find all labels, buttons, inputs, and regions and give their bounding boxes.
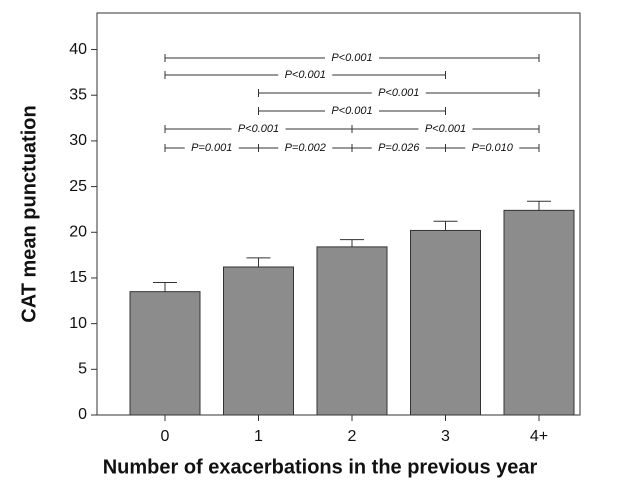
bracket-label-bg (278, 141, 333, 155)
y-tick-label: 40 (69, 41, 87, 58)
y-tick-label: 35 (69, 86, 87, 103)
bracket-label-bg (231, 122, 286, 136)
bar (503, 209, 575, 416)
x-tick-label: 0 (161, 428, 170, 445)
y-tick-label: 30 (69, 132, 87, 149)
y-tick-label: 25 (69, 178, 87, 195)
bracket-label-bg (278, 68, 333, 82)
bar (223, 266, 294, 416)
bracket-label-bg (184, 141, 239, 155)
bracket-label-bg (465, 141, 520, 155)
y-axis-title: CAT mean punctuation (18, 105, 40, 322)
bracket-label: P<0.001 (331, 52, 372, 64)
y-tick-label: 10 (69, 315, 87, 332)
bracket-label: P=0.026 (378, 142, 420, 154)
bracket-label: P=0.010 (472, 142, 514, 154)
y-tick-label: 20 (69, 223, 87, 240)
x-axis-title: Number of exacerbations in the previous … (103, 456, 538, 478)
y-tick-label: 5 (78, 361, 87, 378)
bar (410, 229, 481, 416)
bracket-label-bg (418, 122, 473, 136)
x-tick-label: 3 (441, 428, 450, 445)
bracket-label: P<0.001 (425, 123, 466, 135)
y-tick-label: 0 (78, 406, 87, 423)
bracket-label: P<0.001 (285, 69, 326, 81)
x-tick-label: 2 (348, 428, 357, 445)
bracket-label-bg (371, 86, 426, 100)
bar (316, 246, 388, 416)
bracket-label: P=0.001 (191, 142, 232, 154)
bar (129, 291, 201, 416)
x-tick-label: 1 (254, 428, 263, 445)
bracket-label-bg (371, 141, 426, 155)
bracket-label: P=0.002 (285, 142, 326, 154)
bracket-label: P<0.001 (331, 105, 372, 117)
bracket-label: P<0.001 (238, 123, 279, 135)
y-tick-label: 15 (69, 269, 87, 286)
bracket-label-bg (325, 104, 379, 118)
bracket-label-bg (325, 51, 379, 65)
x-tick-label: 4+ (530, 428, 548, 445)
bracket-label: P<0.001 (378, 87, 419, 99)
